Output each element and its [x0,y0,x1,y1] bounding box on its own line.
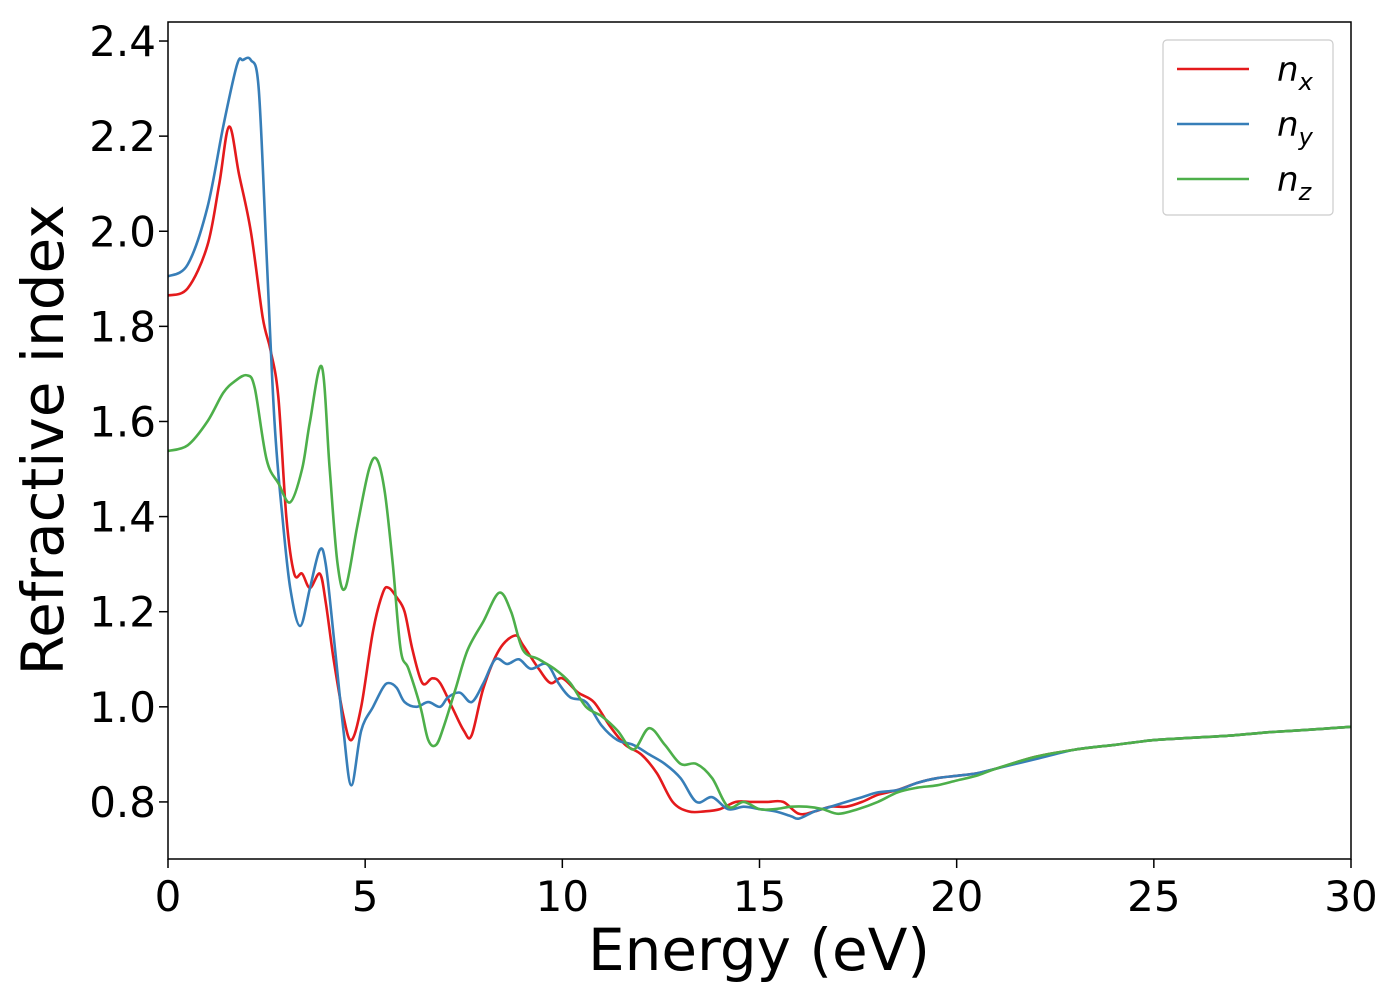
y-tick-label: 2.4 [89,17,156,66]
y-tick-label: 0.8 [89,778,156,827]
y-tick-label: 1.4 [89,493,156,542]
y-tick-label: 1.0 [89,683,156,732]
y-tick-label: 2.2 [89,112,156,161]
x-tick-label: 10 [536,872,589,921]
legend-label-nz: nz [1277,160,1313,206]
legend-symbol: n [1277,105,1299,145]
legend-subscript: y [1298,123,1314,151]
legend-box [1162,39,1334,216]
y-axis-label: Refractive index [9,204,77,675]
x-tick-label: 15 [733,872,786,921]
x-axis-label: Energy (eV) [588,916,930,984]
y-tick-label: 1.6 [89,397,156,446]
series-layer [168,56,1351,821]
x-tick-label: 25 [1127,872,1180,921]
x-tick-label: 30 [1324,872,1377,921]
x-tick-label: 20 [930,872,983,921]
legend-symbol: n [1277,160,1299,200]
x-tick-label: 0 [155,872,182,921]
legend-subscript: x [1298,68,1314,96]
y-tick-label: 1.8 [89,302,156,351]
y-tick-label: 2.0 [89,207,156,256]
y-tick-label: 1.2 [89,588,156,637]
legend-subscript: z [1298,178,1313,206]
legend-symbol: n [1277,50,1299,90]
y-axis: 0.8 1.0 1.2 1.4 1.6 1.8 2.0 2.2 2.4 [89,17,168,827]
series-line-nz [168,364,1351,816]
series-line-ny [168,56,1351,821]
legend-label-ny: ny [1277,105,1314,151]
x-tick-label: 5 [352,872,379,921]
legend-label-nx: nx [1277,50,1314,96]
x-axis: 0 5 10 15 20 25 30 [155,859,1378,921]
